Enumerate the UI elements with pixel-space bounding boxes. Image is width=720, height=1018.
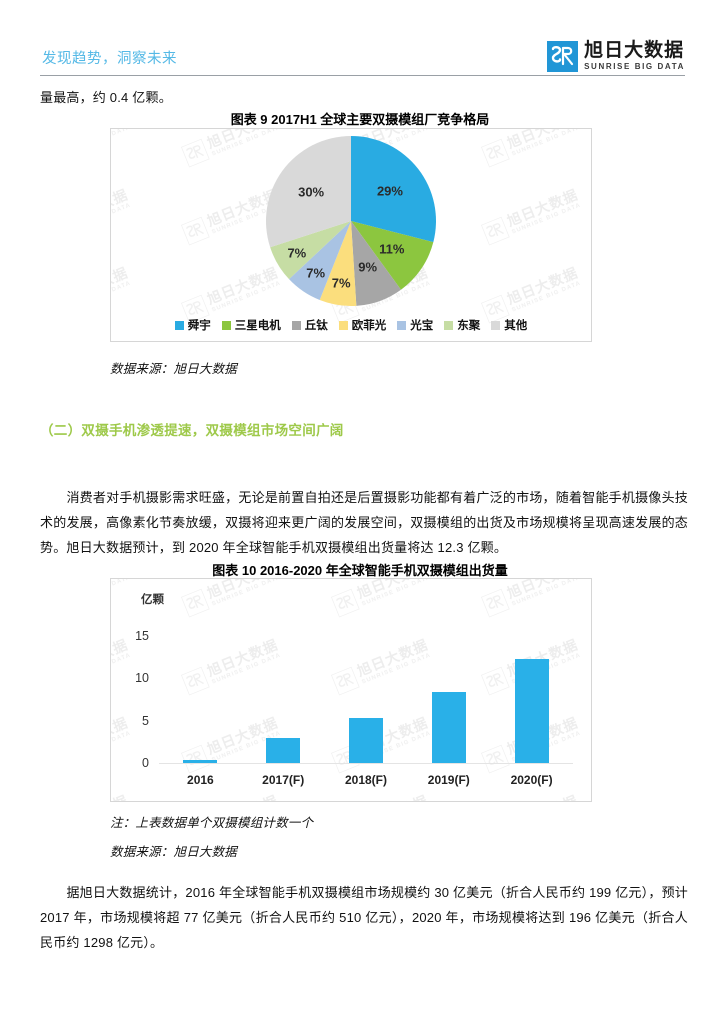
bar bbox=[349, 718, 383, 763]
section-heading: （二）双摄手机渗透提速，双摄模组市场空间广阔 bbox=[40, 423, 344, 438]
legend-label: 其他 bbox=[504, 320, 528, 332]
legend-swatch-icon bbox=[338, 320, 348, 330]
legend-item[interactable]: 舜宇 bbox=[174, 317, 211, 333]
bar bbox=[514, 658, 549, 763]
pie-slice-label: 7% bbox=[306, 265, 326, 281]
y-axis-tick-label: 5 bbox=[142, 713, 149, 728]
bar bbox=[431, 691, 466, 763]
y-axis-unit-label: 亿颗 bbox=[141, 594, 164, 606]
pie-slice-label: 29% bbox=[376, 183, 403, 199]
figure-10-note: 注：上表数据单个双摄模组计数一个 bbox=[110, 816, 314, 830]
legend-label: 丘钛 bbox=[304, 320, 328, 332]
page-header: 发现趋势，洞察未来 旭日大数据 SUNRISE BIG DATA bbox=[40, 40, 685, 82]
logo-english-name: SUNRISE BIG DATA bbox=[584, 62, 685, 71]
legend-item[interactable]: 欧菲光 bbox=[338, 317, 387, 333]
legend-swatch-icon bbox=[444, 320, 454, 330]
logo-chinese-name: 旭日大数据 bbox=[584, 40, 685, 61]
x-axis-tick-label: 2016 bbox=[187, 773, 214, 787]
pie-slice-label: 30% bbox=[298, 184, 325, 200]
x-axis-tick-label: 2018(F) bbox=[344, 773, 388, 787]
legend-item[interactable]: 其他 bbox=[491, 317, 527, 333]
bar bbox=[266, 737, 301, 763]
pie-slice bbox=[289, 221, 351, 301]
pie-slice bbox=[270, 221, 351, 280]
legend-item[interactable]: 丘钛 bbox=[291, 317, 328, 333]
paragraph-continuation: 量最高，约 0.4 亿颗。 bbox=[40, 90, 172, 105]
pie-slice bbox=[319, 221, 357, 306]
x-axis-tick-label: 2017(F) bbox=[262, 773, 305, 787]
pie-slice bbox=[266, 136, 351, 248]
pie-legend: 舜宇 三星电机 丘钛 欧菲光 光宝 东聚 其他 bbox=[111, 317, 591, 333]
legend-label: 欧菲光 bbox=[351, 320, 387, 332]
pie-slice bbox=[351, 221, 434, 290]
y-axis-tick-label: 0 bbox=[142, 756, 149, 770]
y-axis-tick-label: 15 bbox=[135, 628, 149, 643]
y-axis-tick-label: 10 bbox=[135, 671, 149, 686]
pie-slice-label: 9% bbox=[358, 259, 378, 275]
pie-slice-label: 11% bbox=[379, 241, 405, 257]
figure-10-title: 图表 10 2016-2020 年全球智能手机双摄模组出货量 bbox=[212, 563, 508, 578]
legend-swatch-icon bbox=[491, 320, 501, 330]
paragraph-market-outlook: 消费者对手机摄影需求旺盛，无论是前置自拍还是后置摄影功能都有着广泛的市场，随着智… bbox=[40, 490, 688, 555]
logo-wordmark: 旭日大数据 SUNRISE BIG DATA bbox=[584, 41, 685, 71]
header-tagline: 发现趋势，洞察未来 bbox=[42, 51, 177, 67]
legend-label: 舜宇 bbox=[187, 320, 211, 332]
figure-10-source: 数据来源：旭日大数据 bbox=[110, 845, 238, 859]
legend-swatch-icon bbox=[397, 320, 407, 330]
pie-slice-label: 7% bbox=[287, 245, 307, 261]
x-axis-tick-label: 2019(F) bbox=[427, 773, 470, 787]
legend-swatch-icon bbox=[221, 320, 231, 330]
figure-9-source: 数据来源：旭日大数据 bbox=[110, 362, 238, 376]
figure-9-title: 图表 9 2017H1 全球主要双摄模组厂竞争格局 bbox=[230, 112, 490, 127]
pie-slice bbox=[351, 136, 436, 243]
x-axis-tick-label: 2020(F) bbox=[510, 773, 553, 787]
legend-item[interactable]: 三星电机 bbox=[221, 317, 281, 333]
pie-slice-label: 7% bbox=[331, 275, 351, 291]
header-divider bbox=[40, 75, 685, 76]
brand-logo: 旭日大数据 SUNRISE BIG DATA bbox=[547, 38, 685, 74]
legend-swatch-icon bbox=[291, 320, 301, 330]
pie-chart: 29% 11% 9% 7% 7% 7% 30% 舜宇 三星电机 丘钛 欧菲光 光宝 东聚 其他 bbox=[111, 129, 591, 341]
legend-item[interactable]: 东聚 bbox=[444, 317, 480, 333]
pie-slice bbox=[351, 221, 401, 306]
bar-chart: 亿颗 0 5 10 15 2016 2017(F) 2018(F) 2019(F) 2020(F) bbox=[111, 579, 591, 801]
sunrise-logo-icon bbox=[547, 40, 579, 72]
paragraph-market-size: 据旭日大数据统计，2016 年全球智能手机双摄模组市场规模约 30 亿美元（折合… bbox=[40, 885, 688, 950]
bar bbox=[183, 759, 218, 763]
legend-label: 东聚 bbox=[457, 320, 481, 332]
legend-swatch-icon bbox=[174, 320, 184, 330]
legend-label: 光宝 bbox=[410, 320, 434, 332]
legend-item[interactable]: 光宝 bbox=[397, 317, 433, 333]
legend-label: 三星电机 bbox=[234, 320, 281, 332]
x-axis-line bbox=[159, 763, 573, 764]
